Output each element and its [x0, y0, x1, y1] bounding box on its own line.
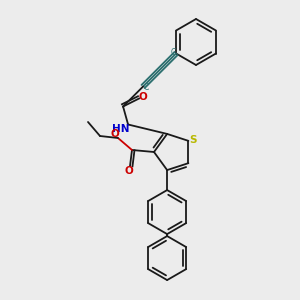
- Text: HN: HN: [112, 124, 130, 134]
- Text: S: S: [190, 135, 197, 145]
- Text: O: O: [111, 129, 119, 139]
- Text: C: C: [143, 83, 149, 92]
- Text: O: O: [124, 166, 134, 176]
- Text: O: O: [139, 92, 148, 103]
- Text: C: C: [170, 48, 176, 57]
